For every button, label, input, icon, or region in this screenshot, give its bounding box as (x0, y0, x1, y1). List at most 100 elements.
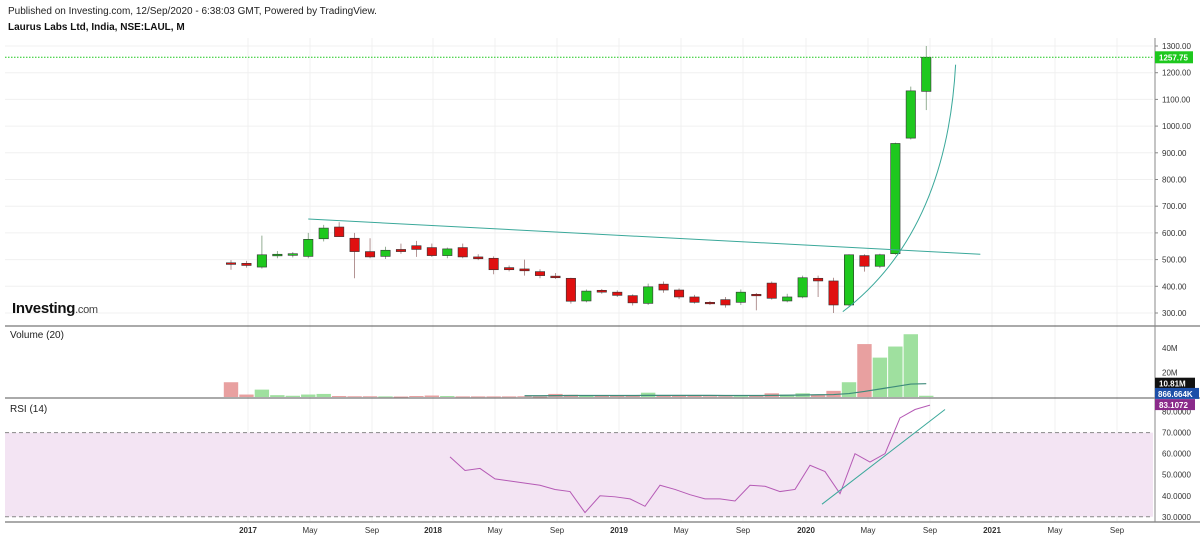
volume-bar (857, 344, 872, 397)
volume-bar (316, 393, 331, 397)
volume-bar (270, 395, 285, 397)
rsi-tick-label: 80.0000 (1162, 408, 1191, 417)
symbol-title: Laurus Labs Ltd, India, NSE:LAUL, M (8, 22, 185, 33)
last-price-tag-text: 1257.75 (1159, 53, 1188, 62)
candle-body (658, 283, 669, 291)
volume-bar (471, 396, 486, 398)
price-tick-label: 500.00 (1162, 256, 1187, 265)
rsi-tick-label: 70.0000 (1162, 429, 1191, 438)
rsi-last-tag (1155, 399, 1195, 411)
investing-logo: Investing.com (12, 300, 98, 317)
rsi-pane-label: RSI (14) (10, 404, 48, 415)
volume-bar (671, 395, 687, 397)
published-caption: Published on Investing.com, 12/Sep/2020 … (8, 6, 377, 17)
rsi-tick-label: 60.0000 (1162, 450, 1191, 459)
candle-body (813, 277, 824, 282)
candle-body (612, 291, 623, 296)
time-tick-label: May (487, 526, 502, 535)
volume-bar (517, 396, 532, 398)
rsi-tick-label: 30.0000 (1162, 513, 1191, 522)
volume-bar (579, 395, 594, 397)
volume-bar (826, 390, 841, 397)
time-tick-label: 2019 (610, 526, 628, 535)
candle-body (411, 245, 422, 250)
rsi-tick-label: 40.0000 (1162, 492, 1191, 501)
candle-body (766, 282, 777, 299)
candle-body (272, 253, 283, 257)
volume-bar (301, 394, 316, 397)
volume-bar (656, 395, 671, 397)
annotations (5, 56, 1153, 313)
candle-body (473, 256, 484, 260)
volume-last-tag-text: 866.664K (1158, 390, 1193, 399)
candle-body (380, 249, 391, 257)
volume-bar (810, 394, 826, 397)
rsi-tick-label: 50.0000 (1162, 471, 1191, 480)
time-tick-label: May (860, 526, 875, 535)
candle-body (256, 254, 267, 268)
candle-body (303, 239, 314, 257)
candle-body (843, 254, 854, 306)
volume-bar (455, 396, 470, 398)
volume-bar (362, 396, 378, 398)
volume-bar (903, 334, 918, 397)
volume-tick-label: 20M (1162, 368, 1178, 377)
time-axis: 2017 May Sep 2018 May Sep 2019 May Sep 2020 May Sep… (239, 526, 1125, 535)
candle-body (720, 299, 731, 306)
volume-ma-tag-text: 10.81M (1159, 380, 1186, 389)
price-tick-label: 1000.00 (1162, 122, 1191, 131)
candle-body (504, 267, 515, 271)
candle-body (874, 254, 885, 267)
volume-ma-tag (1155, 377, 1195, 389)
candle-body (890, 143, 901, 255)
candle-body (365, 251, 376, 258)
rsi-trendline (821, 409, 946, 505)
volume-bar (733, 396, 749, 398)
price-tick-label: 700.00 (1162, 202, 1187, 211)
volume-bar (625, 395, 640, 397)
volume-pane-label: Volume (20) (10, 330, 64, 341)
candle-body (426, 247, 437, 256)
candle-body (689, 296, 700, 303)
pane-borders (5, 38, 1200, 523)
candle-body (534, 271, 545, 276)
resistance-trendline (308, 218, 981, 255)
candles (226, 46, 932, 313)
time-tick-label: May (1047, 526, 1062, 535)
volume-bar (409, 396, 424, 397)
volume-ma-line (524, 383, 927, 397)
time-tick-label: Sep (550, 526, 565, 535)
volume-bar (424, 395, 440, 397)
time-tick-label: 2018 (424, 526, 442, 535)
rsi-band-fill (5, 432, 1153, 517)
candle-body (674, 289, 685, 298)
candle-body (349, 237, 360, 252)
price-tick-label: 1200.00 (1162, 69, 1191, 78)
candle-body (241, 263, 252, 266)
price-tick-label: 800.00 (1162, 175, 1187, 184)
candle-body (334, 226, 345, 237)
candle-body (782, 296, 793, 302)
candle-body (905, 90, 916, 139)
volume-bar (331, 396, 347, 397)
volume-bar (486, 396, 501, 398)
candle-body (287, 253, 298, 256)
volume-bar (610, 395, 625, 397)
volume-bar (687, 396, 702, 397)
volume-bar (347, 396, 362, 398)
time-tick-label: 2021 (983, 526, 1001, 535)
volume-bar (223, 382, 239, 397)
volume-bar (919, 395, 934, 397)
candle-body (735, 291, 746, 303)
rsi-overbought-band (5, 432, 1153, 518)
time-tick-label: May (302, 526, 317, 535)
volume-bar (702, 396, 718, 398)
volume-tick-label: 40M (1162, 344, 1178, 353)
candle-body (581, 290, 592, 302)
volume-bar (718, 396, 733, 398)
time-tick-label: Sep (736, 526, 751, 535)
volume-bar (532, 396, 548, 398)
candle-body (318, 227, 329, 240)
time-tick-label: 2017 (239, 526, 257, 535)
